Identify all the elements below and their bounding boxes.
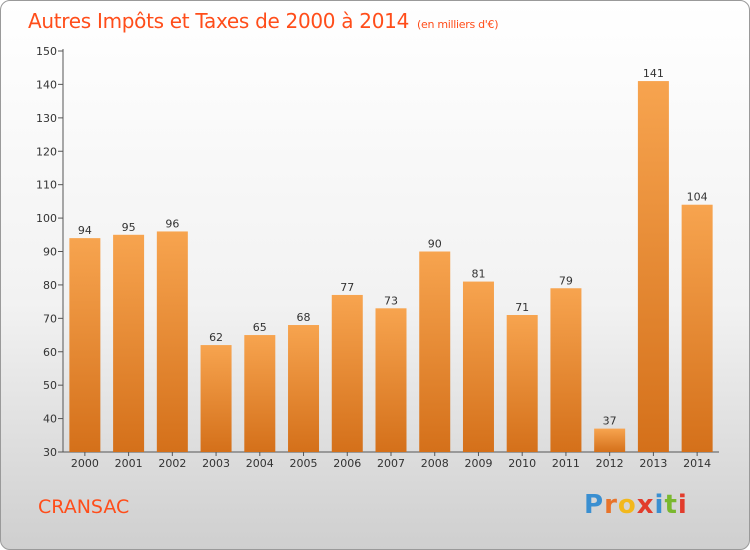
x-tick-label: 2009 [464,457,492,470]
y-tick-label: 120 [36,145,57,158]
data-label: 68 [297,311,311,324]
logo-letter: t [664,490,678,520]
commune-name: CRANSAC [38,496,130,518]
bar [375,308,407,452]
data-label: 37 [603,415,617,428]
bar [419,251,451,452]
x-tick-label: 2000 [71,457,99,470]
x-tick-label: 2014 [683,457,711,470]
bar [69,238,101,452]
logo-letter: o [617,490,637,520]
y-tick-label: 80 [43,279,57,292]
bar [594,428,626,452]
x-tick-label: 2002 [158,457,186,470]
data-label: 90 [428,238,442,251]
logo-letter: i [677,490,688,520]
chart-subtitle: (en milliers d'€) [417,18,499,31]
y-tick-label: 50 [43,379,57,392]
bar [681,204,713,452]
data-label: 141 [643,67,664,80]
y-tick-label: 110 [36,179,57,192]
y-tick-label: 70 [43,312,57,325]
x-tick-label: 2011 [552,457,580,470]
data-label: 71 [515,301,529,314]
data-label: 62 [209,331,223,344]
logo-letter: P [584,490,605,520]
proxiti-logo: Proxiti [584,490,688,520]
y-tick-label: 60 [43,346,57,359]
x-tick-label: 2006 [333,457,361,470]
data-label: 104 [687,191,708,204]
bar [113,234,145,452]
y-tick-label: 150 [36,45,57,58]
chart-title: Autres Impôts et Taxes de 2000 à 2014 (en… [28,9,499,33]
y-tick-label: 100 [36,212,57,225]
data-label: 73 [384,294,398,307]
data-label: 95 [122,221,136,234]
bar [462,281,494,452]
data-label: 96 [165,217,179,230]
x-tick-label: 2007 [377,457,405,470]
data-label: 81 [471,268,485,281]
bar [288,325,320,452]
y-tick-label: 90 [43,246,57,259]
logo-letter: x [636,490,655,520]
x-tick-label: 2005 [290,457,318,470]
data-label: 94 [78,224,92,237]
bar [244,335,276,452]
bar [200,345,232,452]
x-tick-label: 2004 [246,457,274,470]
data-label: 65 [253,321,267,334]
data-label: 77 [340,281,354,294]
y-tick-label: 140 [36,78,57,91]
y-tick-label: 30 [43,446,57,459]
x-tick-label: 2001 [115,457,143,470]
x-tick-label: 2008 [421,457,449,470]
bar [550,288,582,452]
x-tick-label: 2013 [639,457,667,470]
x-tick-label: 2012 [596,457,624,470]
bar [156,231,188,452]
data-label: 79 [559,274,573,287]
x-tick-label: 2010 [508,457,536,470]
logo-letter: i [654,490,665,520]
bar [506,314,538,452]
bar [331,294,363,452]
y-tick-label: 130 [36,112,57,125]
x-tick-label: 2003 [202,457,230,470]
y-tick-label: 40 [43,413,57,426]
bar [637,81,669,452]
logo-letter: r [604,490,618,520]
